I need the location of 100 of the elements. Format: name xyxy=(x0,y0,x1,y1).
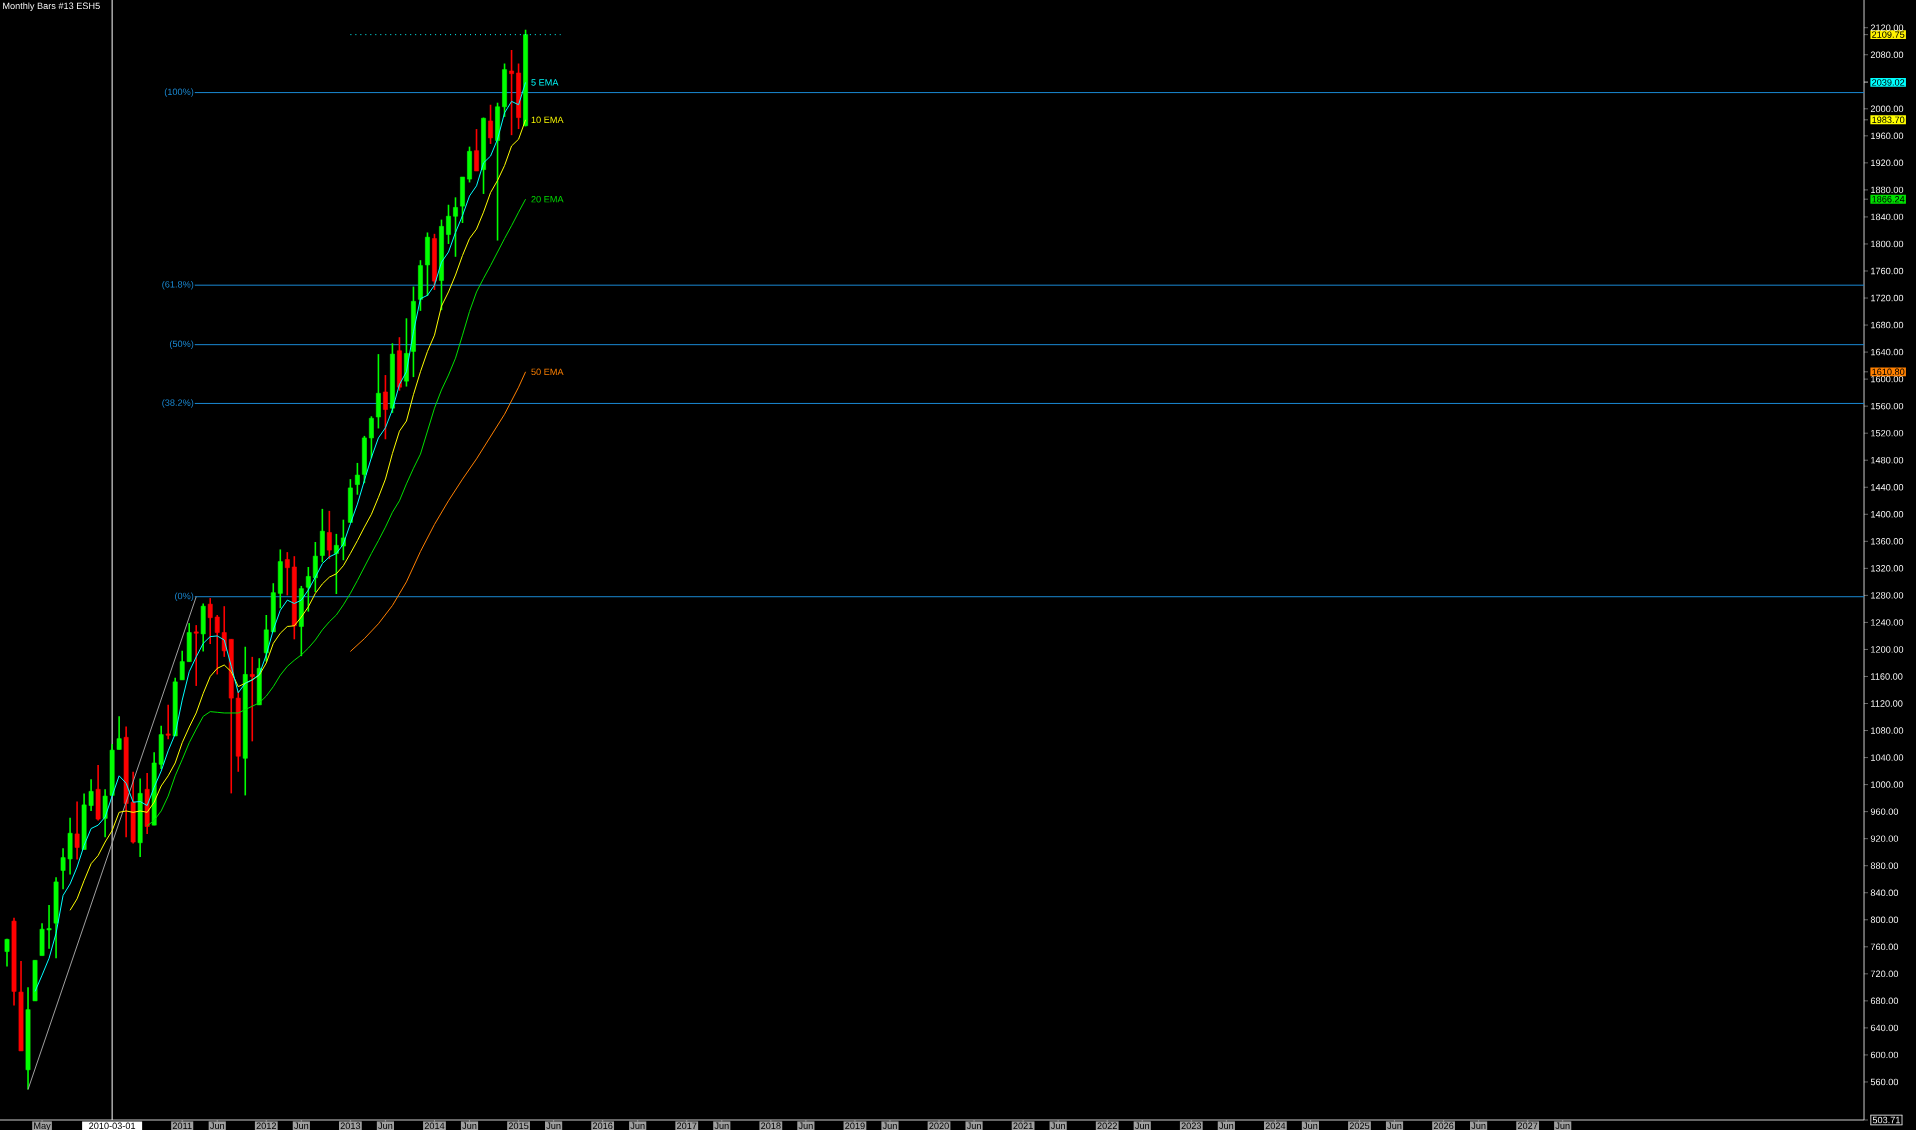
candlestick xyxy=(453,196,458,258)
y-tick-label: 1640.00 xyxy=(1871,348,1904,356)
x-tick-label: Jun xyxy=(210,1122,225,1129)
y-tick-label: 640.00 xyxy=(1870,1024,1899,1032)
y-tick-label: 1080.00 xyxy=(1871,727,1904,734)
candlestick xyxy=(354,462,360,496)
y-tick-label: 880.00 xyxy=(1870,862,1899,869)
candlestick xyxy=(326,510,332,560)
y-tick-label: 1760.00 xyxy=(1871,267,1904,275)
y-tick-label: 2039.02 xyxy=(1872,79,1905,86)
y-tick-label: 1480.00 xyxy=(1871,456,1904,464)
x-tick-label: May xyxy=(34,1122,51,1130)
series-label: 20 EMA xyxy=(531,195,564,203)
candlestick xyxy=(305,566,311,613)
x-tick-label: 2015 xyxy=(508,1122,529,1130)
y-tick-label: 720.00 xyxy=(1870,970,1899,978)
y-tick-label: 1680.00 xyxy=(1871,321,1904,329)
y-tick-label: 1520.00 xyxy=(1871,429,1904,437)
x-tick-label: Jun xyxy=(378,1122,393,1129)
candlestick xyxy=(333,533,339,595)
annotation: (100%) xyxy=(164,88,194,97)
y-tick-label: 1240.00 xyxy=(1871,619,1904,626)
candlestick xyxy=(74,800,80,861)
y-tick-label: 1440.00 xyxy=(1871,484,1904,491)
y-tick-label: 960.00 xyxy=(1870,808,1899,815)
y-tick-label: 1866.24 xyxy=(1872,195,1905,203)
x-tick-label: 2026 xyxy=(1433,1122,1454,1130)
y-tick-label: 760.00 xyxy=(1870,943,1899,951)
x-tick-label: Jun xyxy=(1387,1122,1402,1129)
y-tick-label: 1720.00 xyxy=(1871,294,1904,302)
candlestick xyxy=(509,49,514,136)
y-tick-label: 920.00 xyxy=(1870,835,1899,842)
x-tick-label: Jun xyxy=(546,1122,561,1129)
candlestick xyxy=(488,103,493,145)
y-tick-label: 1000.00 xyxy=(1871,781,1904,788)
x-tick-label: Jun xyxy=(1050,1122,1065,1129)
candlestick xyxy=(284,551,290,597)
x-tick-label: 2018 xyxy=(761,1122,781,1130)
candlestick xyxy=(165,704,171,741)
candlestick xyxy=(263,614,269,663)
x-tick-label: Jun xyxy=(1555,1122,1570,1129)
y-tick-label: 1200.00 xyxy=(1871,646,1904,653)
y-tick-label: 600.00 xyxy=(1870,1051,1899,1059)
x-tick-label: 2024 xyxy=(1265,1122,1286,1130)
y-tick-label: 1880.00 xyxy=(1871,186,1904,194)
y-tick-label: 1600.00 xyxy=(1871,375,1904,383)
x-tick-label: 2016 xyxy=(592,1122,613,1130)
x-tick-label: 2021 xyxy=(1013,1122,1033,1130)
ref-line-label: 2010-03-01 xyxy=(89,1122,136,1130)
x-tick-label: 2013 xyxy=(340,1122,361,1130)
annotation: (0%) xyxy=(175,592,194,602)
x-tick-label: Jun xyxy=(294,1122,309,1129)
y-tick-label: 1920.00 xyxy=(1871,159,1904,167)
series-label: 50 EMA xyxy=(531,368,564,376)
y-tick-label: 680.00 xyxy=(1870,997,1899,1005)
candlestick xyxy=(474,128,479,172)
y-tick-label: 503.71 xyxy=(1872,1116,1900,1124)
y-tick-label: 1320.00 xyxy=(1871,565,1904,572)
candlestick xyxy=(4,937,10,968)
candlestick xyxy=(376,353,381,430)
x-tick-label: Jun xyxy=(798,1122,813,1129)
x-tick-label: Jun xyxy=(630,1122,645,1129)
x-tick-label: 2025 xyxy=(1349,1122,1370,1130)
series-label: 10 EMA xyxy=(531,116,564,124)
y-tick-label: 2000.00 xyxy=(1870,105,1904,113)
x-tick-label: 2017 xyxy=(677,1122,697,1130)
x-tick-label: Jun xyxy=(714,1122,729,1129)
x-tick-label: Jun xyxy=(1135,1122,1150,1129)
candlestick xyxy=(249,656,255,743)
y-tick-label: 1360.00 xyxy=(1871,538,1904,545)
x-tick-label: 2019 xyxy=(845,1122,865,1130)
y-tick-label: 840.00 xyxy=(1870,889,1899,896)
y-tick-label: 1983.70 xyxy=(1872,116,1905,124)
x-tick-label: Jun xyxy=(462,1122,477,1129)
x-tick-label: Jun xyxy=(1303,1122,1318,1129)
candlestick xyxy=(446,203,451,245)
annotation: (50%) xyxy=(169,340,194,349)
y-tick-label: 800.00 xyxy=(1870,916,1899,924)
candlestick xyxy=(312,541,318,593)
y-tick-label: 1040.00 xyxy=(1871,754,1904,761)
series-label: 5 EMA xyxy=(531,79,559,86)
line-series xyxy=(34,81,527,992)
x-tick-label: Jun xyxy=(1219,1122,1234,1129)
x-tick-label: Jun xyxy=(882,1122,897,1129)
x-tick-label: 2014 xyxy=(424,1122,445,1130)
y-tick-label: 1160.00 xyxy=(1871,673,1903,680)
x-tick-label: Jun xyxy=(966,1122,981,1129)
x-tick-label: 2023 xyxy=(1181,1122,1202,1130)
x-tick-label: Jun xyxy=(1471,1122,1486,1129)
candlestick xyxy=(383,374,388,441)
y-tick-label: 1610.80 xyxy=(1872,368,1905,376)
annotation: (61.8%) xyxy=(162,280,194,290)
y-tick-label: 2120.00 xyxy=(1870,24,1904,31)
y-tick-label: 2109.75 xyxy=(1872,31,1905,38)
candlestick xyxy=(193,624,199,687)
x-tick-label: 2012 xyxy=(256,1122,277,1130)
y-tick-label: 560.00 xyxy=(1870,1078,1899,1086)
y-tick-label: 1120.00 xyxy=(1871,700,1903,707)
y-tick-label: 1560.00 xyxy=(1871,402,1904,410)
y-tick-label: 1280.00 xyxy=(1871,592,1904,599)
